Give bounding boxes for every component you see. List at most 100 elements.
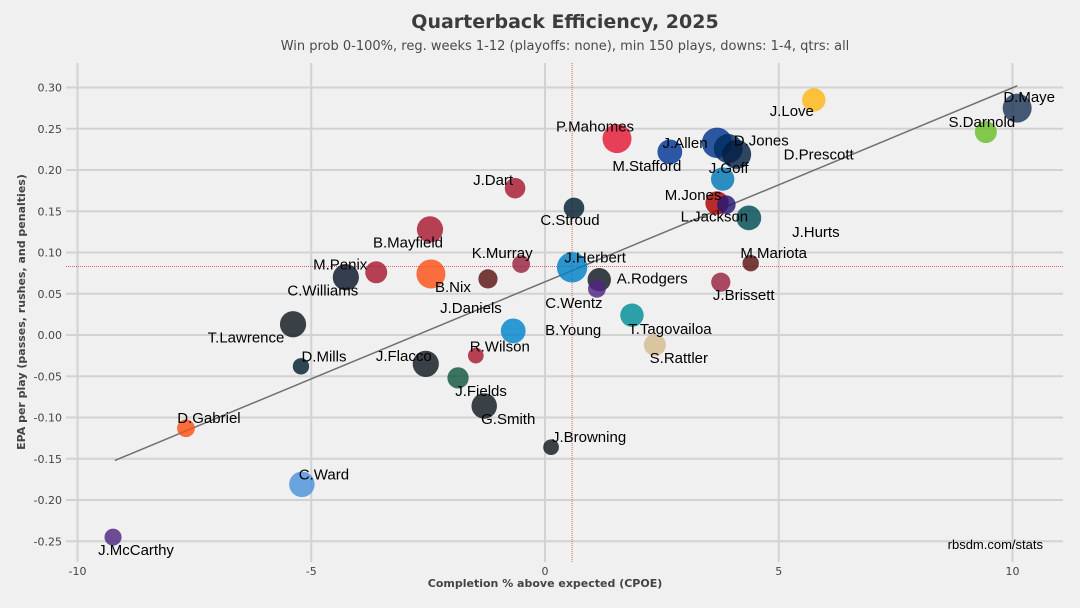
data-point	[471, 393, 497, 419]
data-point	[467, 347, 484, 364]
point-label: A.Rodgers	[617, 271, 688, 288]
y-tick-label: 0.30	[38, 82, 63, 95]
point-label: D.Jones	[734, 133, 789, 150]
point-label: J.Allen	[663, 135, 708, 152]
data-point	[736, 205, 762, 231]
point-label: S.Rattler	[650, 350, 708, 367]
data-point	[543, 439, 559, 456]
point-label: J.Fields	[455, 383, 507, 400]
data-point	[416, 216, 444, 243]
data-point	[802, 88, 826, 112]
x-tick-label: 0	[542, 565, 549, 578]
labels-group: D.Maye S.Darnold J.Love P.Mahomes J.Allen D.J…	[98, 89, 1055, 559]
point-label: J.Daniels	[440, 300, 502, 317]
x-tick-label: -5	[306, 565, 317, 578]
point-label: M.Mariota	[740, 245, 807, 262]
point-label: T.Tagovailoa	[628, 321, 712, 338]
y-tick-label: -0.15	[34, 453, 62, 466]
point-label: C.Stroud	[540, 212, 599, 229]
point-label: J.Browning	[552, 429, 626, 446]
point-label: L.Jackson	[681, 209, 749, 226]
data-point	[643, 333, 666, 356]
points-group	[104, 88, 1032, 546]
y-tick-label: 0.15	[38, 205, 63, 218]
y-axis-label: EPA per play (passes, rushes, and penalt…	[15, 174, 28, 450]
chart-subtitle: Win prob 0-100%, reg. weeks 1-12 (playof…	[280, 39, 850, 54]
mean-lines	[66, 63, 1063, 562]
point-label: C.Wentz	[545, 295, 602, 312]
point-label: M.Stafford	[612, 158, 681, 175]
point-label: J.Brissett	[713, 287, 776, 304]
data-point	[620, 303, 644, 327]
point-label: J.Goff	[709, 160, 750, 177]
point-label: M.Penix	[313, 256, 368, 273]
data-point	[279, 311, 307, 338]
point-label: C.Williams	[287, 282, 358, 299]
data-point	[447, 367, 469, 389]
x-tick-label: 5	[775, 565, 782, 578]
point-label: J.Flacco	[376, 348, 432, 365]
data-point	[104, 528, 122, 546]
data-point	[563, 197, 585, 219]
data-point	[710, 167, 735, 191]
data-point	[722, 139, 752, 169]
x-axis-label: Completion % above expected (CPOE)	[428, 577, 663, 590]
data-point	[974, 121, 997, 144]
point-label: R.Wilson	[470, 339, 530, 356]
x-tick-label: -10	[69, 565, 87, 578]
point-label: D.Gabriel	[177, 410, 240, 427]
y-tick-label: 0.10	[38, 247, 63, 260]
point-label: D.Prescott	[784, 146, 855, 163]
data-point	[292, 358, 310, 375]
point-label: T.Lawrence	[208, 329, 285, 346]
data-point	[1002, 93, 1032, 123]
y-tick-label: 0.25	[38, 123, 63, 136]
point-label: D.Maye	[1003, 89, 1055, 106]
point-label: J.Love	[770, 103, 814, 120]
data-point	[177, 419, 195, 438]
data-point	[416, 259, 446, 289]
point-label: B.Young	[545, 322, 601, 339]
credit-text: rbsdm.com/stats	[948, 537, 1044, 552]
point-label: M.Jones	[665, 187, 722, 204]
point-label: B.Mayfield	[373, 234, 443, 251]
y-tick-label: -0.10	[34, 412, 62, 425]
point-label: P.Mahomes	[556, 119, 634, 136]
data-point	[512, 255, 531, 273]
data-point	[365, 261, 388, 284]
point-label: B.Nix	[435, 279, 471, 296]
point-label: J.Herbert	[564, 249, 627, 266]
data-point	[504, 177, 526, 199]
point-label: J.Hurts	[792, 224, 840, 241]
data-point	[711, 272, 731, 292]
y-tick-label: 0.00	[38, 329, 63, 342]
x-tick-label: 10	[1006, 565, 1020, 578]
data-point	[556, 252, 588, 283]
data-point	[717, 195, 736, 214]
data-point	[742, 255, 759, 272]
data-point	[478, 269, 498, 289]
data-point	[412, 350, 439, 377]
point-label: J.Dart	[473, 172, 514, 189]
data-point	[602, 124, 632, 154]
point-label: J.McCarthy	[98, 542, 174, 559]
point-label: K.Murray	[472, 245, 533, 262]
y-tick-label: -0.20	[34, 494, 62, 507]
point-label: S.Darnold	[949, 114, 1016, 131]
y-tick-label: 0.05	[38, 288, 63, 301]
y-tick-label: 0.20	[38, 164, 63, 177]
grid	[66, 63, 1063, 562]
point-label: D.Mills	[301, 348, 346, 365]
data-point	[657, 139, 683, 165]
y-tick-label: -0.05	[34, 370, 62, 383]
data-point	[587, 279, 606, 298]
data-point	[500, 318, 526, 344]
data-point	[332, 264, 359, 291]
data-point	[289, 471, 315, 498]
chart-title: Quarterback Efficiency, 2025	[411, 11, 719, 33]
axis-ticks: 0.30 0.25 0.20 0.15 0.10 0.05 0.00 -0.05 -0.10 -0…	[34, 82, 1020, 579]
y-tick-label: -0.25	[34, 535, 62, 548]
point-label: G.Smith	[481, 411, 535, 428]
point-label: C.Ward	[299, 466, 349, 483]
